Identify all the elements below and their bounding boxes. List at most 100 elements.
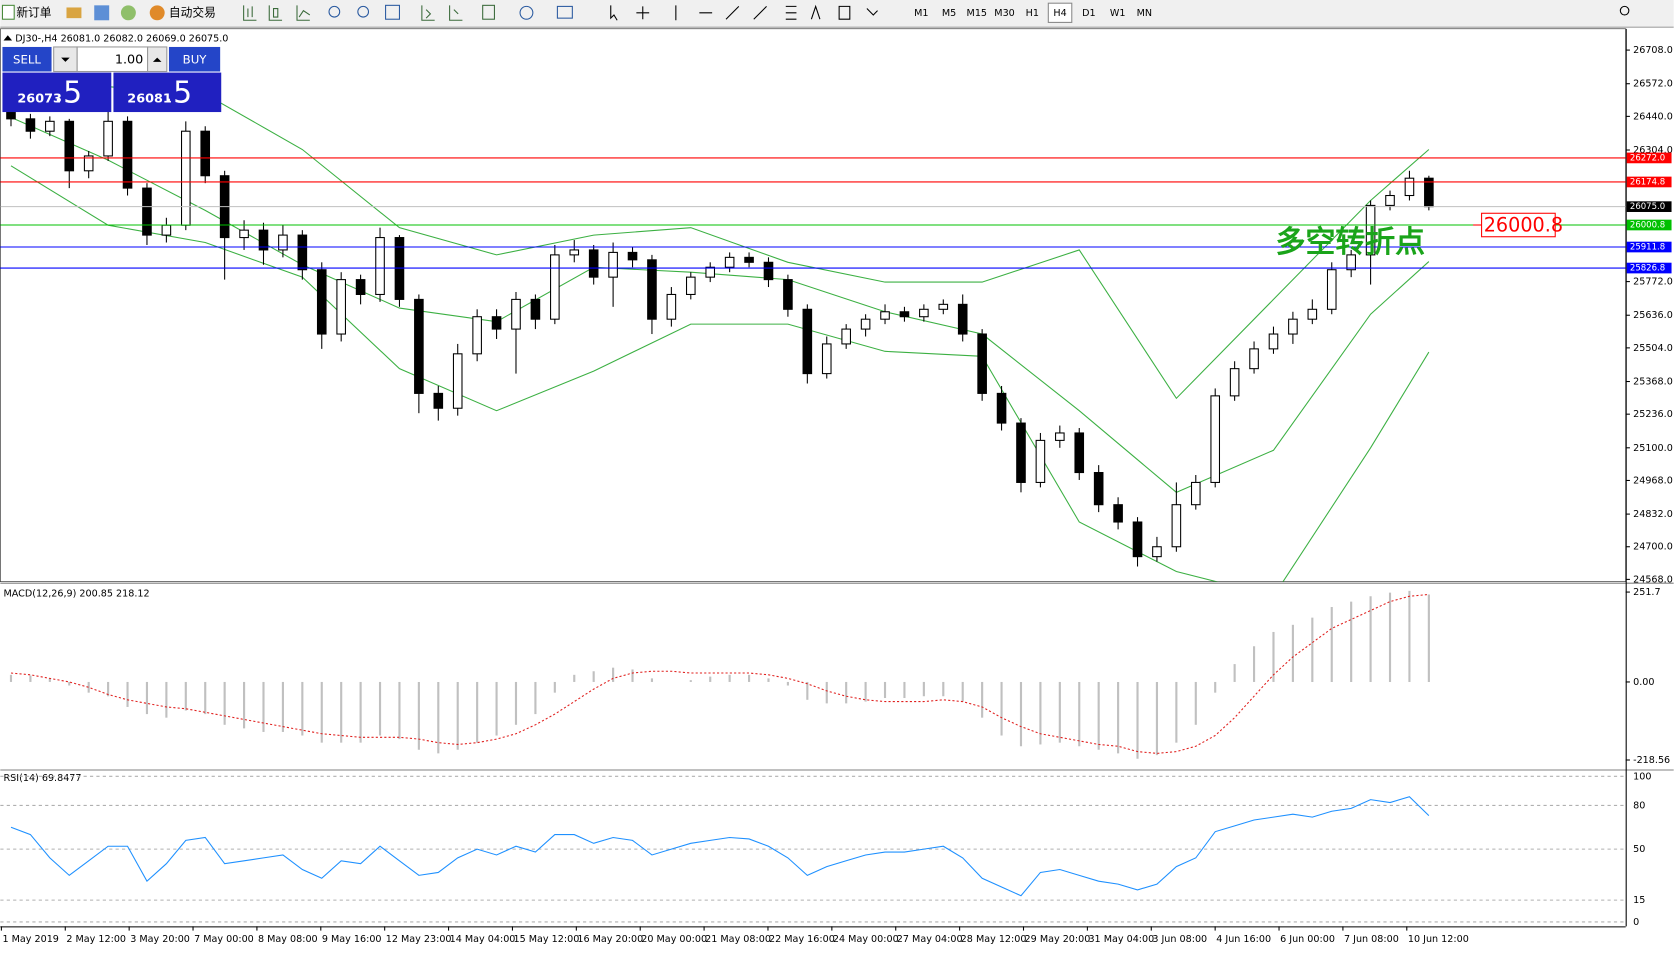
icon[interactable]	[328, 5, 341, 18]
icon[interactable]	[94, 5, 110, 21]
timeframes: M1 M5 M15 M30 H1 H4 D1 W1 MN	[914, 2, 1152, 23]
buy-button[interactable]	[168, 46, 221, 72]
candle-body	[25, 118, 36, 132]
icon[interactable]	[296, 5, 311, 21]
candle-body	[841, 328, 851, 345]
timeframe-button[interactable]: W1	[1110, 8, 1126, 19]
toolbar	[0, 0, 1674, 27]
candle-body	[783, 279, 793, 310]
candle-body	[45, 120, 55, 132]
x-tick-label: 27 May 04:00	[897, 934, 963, 945]
candle-body	[647, 259, 657, 320]
x-tick-label: 3 May 20:00	[130, 934, 190, 945]
toolbar-items: 新订单 自动交易	[1, 4, 1630, 21]
candle-body	[142, 187, 152, 236]
auto-trading-icon[interactable]	[149, 5, 165, 21]
icon[interactable]	[810, 4, 878, 20]
candle-body	[83, 155, 94, 172]
trade-panel: SELL 1.00 BUY 26073 .5 26081 .5	[2, 46, 222, 113]
sell-label: SELL	[13, 52, 41, 66]
candle-body	[433, 392, 444, 409]
candle-body	[608, 251, 618, 278]
candle-body	[1190, 481, 1201, 506]
annotation-box	[1481, 212, 1556, 238]
sell-price-box[interactable]	[2, 72, 112, 113]
candle-body	[180, 130, 191, 226]
candle-body	[977, 333, 987, 394]
icon[interactable]	[610, 5, 618, 21]
icon[interactable]	[636, 6, 650, 20]
candle-body	[375, 237, 385, 295]
buy-label: BUY	[183, 52, 208, 66]
y-tick-label: 0	[1633, 917, 1639, 928]
search-icon[interactable]	[1619, 5, 1630, 16]
macd-header: MACD(12,26,9) 200.85 218.12	[4, 588, 150, 599]
x-tick-label: 6 Jun 00:00	[1280, 934, 1335, 945]
y-tick-label: 24968.0	[1633, 475, 1673, 486]
icon[interactable]	[268, 5, 283, 21]
x-tick-label: 24 May 00:00	[833, 934, 899, 945]
icon[interactable]	[385, 4, 400, 20]
x-tick-label: 8 May 08:00	[258, 934, 318, 945]
candle-body	[938, 303, 949, 310]
lot-value: 1.00	[115, 52, 143, 67]
x-tick-label: 14 May 04:00	[450, 934, 516, 945]
icon[interactable]	[421, 5, 435, 21]
y-tick-label: 26440.0	[1633, 111, 1673, 122]
price-label-box	[1626, 152, 1672, 164]
timeframe-button[interactable]: M15	[967, 8, 988, 19]
buy-pips: .5	[164, 75, 193, 110]
y-tick-label: 24832.0	[1633, 509, 1673, 520]
collapse-icon	[3, 35, 13, 41]
icon[interactable]	[449, 5, 463, 21]
timeframe-button[interactable]: H1	[1026, 8, 1039, 19]
auto-trading-button[interactable]: 自动交易	[169, 5, 216, 19]
y-tick-label: 80	[1633, 800, 1645, 811]
candle-body	[1074, 432, 1085, 474]
timeframe-button[interactable]: M1	[914, 8, 928, 19]
candle-body	[64, 120, 75, 172]
candle-body	[1404, 177, 1415, 197]
candle-body	[161, 224, 172, 236]
sell-price: 26073	[17, 92, 62, 107]
candle-body	[744, 256, 754, 263]
candle-body	[919, 308, 929, 318]
timeframe-button[interactable]: M30	[994, 8, 1015, 19]
new-order-icon[interactable]	[1, 4, 15, 20]
buy-price-box[interactable]	[113, 72, 222, 113]
candle-body	[569, 249, 580, 256]
candle-body	[103, 120, 113, 157]
y-tick-label: 15	[1633, 895, 1645, 906]
new-order-button[interactable]: 新订单	[16, 5, 51, 19]
x-tick-label: 7 Jun 08:00	[1344, 934, 1399, 945]
y-tick-label: 24700.0	[1633, 542, 1673, 553]
candle-body	[860, 318, 871, 330]
icon[interactable]	[243, 5, 257, 21]
candle-body	[666, 293, 677, 320]
timeframe-button[interactable]: H4	[1053, 8, 1066, 19]
lot-input[interactable]	[76, 46, 149, 73]
timeframe-button[interactable]: M5	[942, 8, 956, 19]
timeframe-button[interactable]: MN	[1137, 8, 1152, 19]
x-tick-label: 2 May 12:00	[66, 934, 126, 945]
annotation: 多空转折点	[1276, 225, 1426, 260]
timeframe-button[interactable]: D1	[1082, 8, 1096, 19]
sell-button[interactable]	[2, 46, 52, 72]
icon[interactable]	[519, 5, 534, 20]
x-tick-label: 15 May 12:00	[514, 934, 580, 945]
icon[interactable]	[556, 5, 573, 19]
icon[interactable]	[482, 4, 495, 20]
candle-body	[1113, 504, 1123, 523]
x-tick-label: 3 Jun 08:00	[1152, 934, 1207, 945]
candle-body	[278, 234, 288, 251]
x-tick-label: 9 May 16:00	[322, 934, 382, 945]
icon[interactable]	[66, 7, 82, 19]
y-tick-label: 50	[1633, 844, 1645, 855]
candle-body	[355, 279, 366, 295]
x-tick-label: 28 May 12:00	[961, 934, 1027, 945]
candle-body	[1307, 308, 1318, 320]
icon[interactable]	[120, 5, 136, 21]
icon[interactable]	[675, 5, 797, 21]
icon[interactable]	[357, 5, 370, 18]
